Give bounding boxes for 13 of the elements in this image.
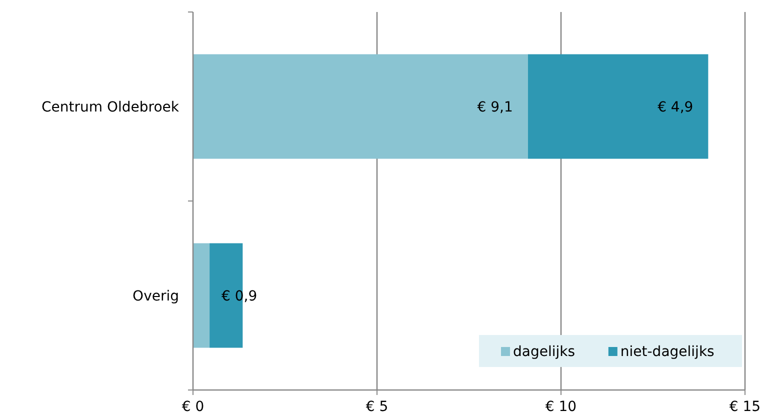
bar (528, 54, 708, 159)
data-label: € 9,1 (477, 100, 513, 116)
x-tick-label: € 15 (729, 399, 761, 415)
data-label: € 4,9 (658, 100, 694, 116)
legend-label: dagelijks (513, 344, 576, 360)
x-tick-label: € 0 (182, 399, 204, 415)
y-tick-label: Overig (132, 288, 179, 304)
bar (193, 54, 528, 159)
y-tick-label: Centrum Oldebroek (42, 100, 180, 116)
x-tick-label: € 5 (366, 399, 388, 415)
bar (193, 243, 210, 348)
legend-label: niet-dagelijks (620, 344, 714, 360)
x-tick-label: € 10 (545, 399, 577, 415)
